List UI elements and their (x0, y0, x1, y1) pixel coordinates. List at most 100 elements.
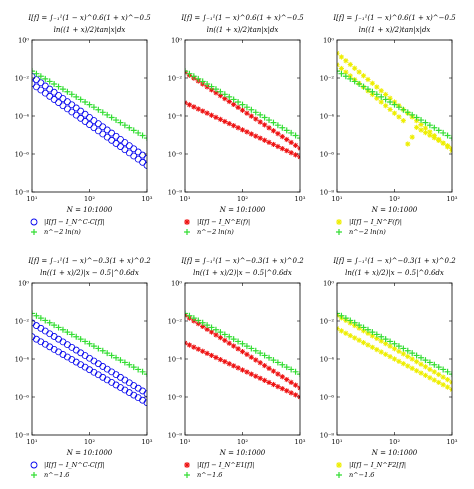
point-s2-b1-4 (199, 78, 206, 85)
point-s1-b2-25 (292, 152, 299, 158)
point-s1-b1-15 (248, 354, 254, 360)
chart-title-line1: I[f] = ∫₋₁¹(1 − x)^0.6(1 + x)^−0.5 (180, 14, 304, 22)
chart-title-line2: ln((1 + x)/2)|x − 0.5|^0.6dx (40, 269, 139, 277)
point-s2-b1-15 (95, 345, 102, 352)
legend-label-1: |I[f] − I_N^F(f)| (349, 218, 402, 226)
point-s1-b1-24 (134, 384, 142, 392)
point-s1-b1-19 (418, 361, 424, 367)
point-s1-b1-4 (200, 323, 206, 330)
point-s2-b1-10 (378, 93, 385, 100)
point-s2-b1-15 (400, 345, 407, 352)
point-s1-b2-2 (343, 330, 349, 336)
point-s1-b2-9 (68, 108, 76, 116)
point-s2-b1-21 (121, 122, 128, 129)
point-s2-b1-18 (413, 352, 420, 359)
point-s1-b1-23 (284, 136, 290, 143)
x-tick-label: 10¹ (332, 438, 343, 446)
point-s2-b1-5 (51, 80, 58, 87)
data-area (32, 68, 147, 169)
point-s1-b2-20 (270, 141, 277, 148)
point-s1-b1-3 (347, 61, 353, 68)
x-tick-label: 10¹ (27, 195, 38, 203)
legend-marker-2 (336, 472, 342, 478)
point-s2-b1-22 (279, 124, 286, 131)
y-tick-label: 10⁻⁶ (320, 151, 335, 159)
point-s1-b1-6 (55, 91, 62, 99)
y-tick-label: 10⁻⁴ (168, 356, 183, 364)
point-s1-b2-9 (374, 95, 380, 101)
point-s2-b1-6 (55, 324, 62, 331)
point-s2-b1-10 (73, 93, 80, 100)
point-s1-b2-21 (121, 386, 129, 394)
point-s1-b2-22 (431, 377, 437, 383)
point-s2-b1-14 (90, 104, 97, 111)
point-s2-b1-2 (342, 73, 349, 80)
point-s1-b1-10 (226, 98, 232, 105)
point-s2-b1-5 (356, 322, 363, 329)
point-s2-b1-19 (113, 117, 120, 124)
point-s2-b1-8 (217, 88, 224, 95)
point-s2-b1-9 (373, 91, 380, 98)
point-s2-b1-22 (126, 124, 133, 131)
point-s1-b1-20 (117, 373, 124, 381)
point-s2-b1-16 (404, 109, 411, 116)
y-tick-label: 10⁰ (171, 280, 182, 288)
point-s1-b2-25 (292, 392, 299, 398)
point-s2-b1-12 (235, 338, 242, 345)
point-s2-b1-1 (33, 312, 40, 319)
point-s1-b1-21 (275, 131, 281, 137)
point-s2-b1-24 (440, 129, 447, 136)
point-s1-b2-23 (284, 388, 290, 394)
y-tick-label: 10⁻⁴ (320, 113, 335, 121)
point-s1-b1-14 (90, 117, 98, 124)
point-s1-b1-17 (103, 365, 111, 373)
point-s1-b2-20 (117, 384, 124, 391)
point-s1-b2-17 (103, 376, 111, 384)
point-s2-b1-24 (440, 366, 447, 373)
point-s1-b2-10 (72, 358, 80, 366)
x-tick-label: 10³ (295, 438, 306, 446)
x-axis-label: N = 10:1000 (66, 449, 113, 457)
point-s1-b1-11 (231, 101, 237, 108)
series-1 (32, 73, 147, 169)
point-s1-b2-7 (213, 354, 219, 361)
point-s1-b1-3 (41, 327, 49, 335)
chart-title-line1: I[f] = ∫₋₁¹(1 − x)^−0.3(1 + x)^0.2 (180, 257, 304, 265)
point-s1-b2-14 (90, 124, 98, 132)
x-tick-label: 10³ (142, 438, 153, 446)
point-s1-b1-14 (244, 351, 250, 358)
chart-title-line2: ln((1 + x)/2)|x − 0.5|^0.6dx (345, 269, 444, 277)
point-s1-b2-23 (436, 137, 442, 144)
point-s1-b2-21 (275, 143, 281, 150)
point-s1-b1-23 (130, 382, 138, 389)
chart-title-line2: ln((1 + x)/2)|x − 0.5|^0.6dx (193, 269, 292, 277)
point-s1-b1-12 (387, 343, 393, 349)
point-s1-b1-7 (365, 330, 371, 336)
x-tick-label: 10¹ (180, 438, 191, 446)
legend-label-2: n^−1.6 (197, 471, 222, 479)
point-s1-b2-19 (418, 127, 424, 133)
point-s2-b1-5 (204, 80, 211, 87)
point-s1-b2-16 (253, 133, 259, 139)
point-s1-b2-13 (86, 366, 93, 374)
point-s1-b1-14 (396, 348, 402, 354)
point-s1-b1-21 (121, 139, 129, 146)
point-s2-b1-7 (212, 86, 219, 93)
series-1 (185, 69, 300, 160)
point-s1-b2-12 (387, 106, 393, 113)
point-s2-b1-21 (274, 359, 281, 366)
point-s1-b1-20 (422, 364, 429, 370)
point-s2-b1-25 (444, 132, 451, 139)
point-s1-b2-17 (103, 133, 111, 141)
point-s2-b1-20 (117, 119, 124, 126)
point-s1-b2-11 (77, 361, 85, 369)
point-s1-b1-20 (422, 125, 429, 131)
point-s1-b2-21 (427, 132, 433, 138)
series-2 (185, 310, 300, 378)
point-s2-b1-18 (108, 352, 115, 359)
point-s1-b2-18 (414, 368, 420, 374)
point-s2-b1-26 (144, 135, 147, 142)
point-s1-b2-19 (112, 140, 120, 147)
point-s2-b1-3 (195, 317, 202, 324)
